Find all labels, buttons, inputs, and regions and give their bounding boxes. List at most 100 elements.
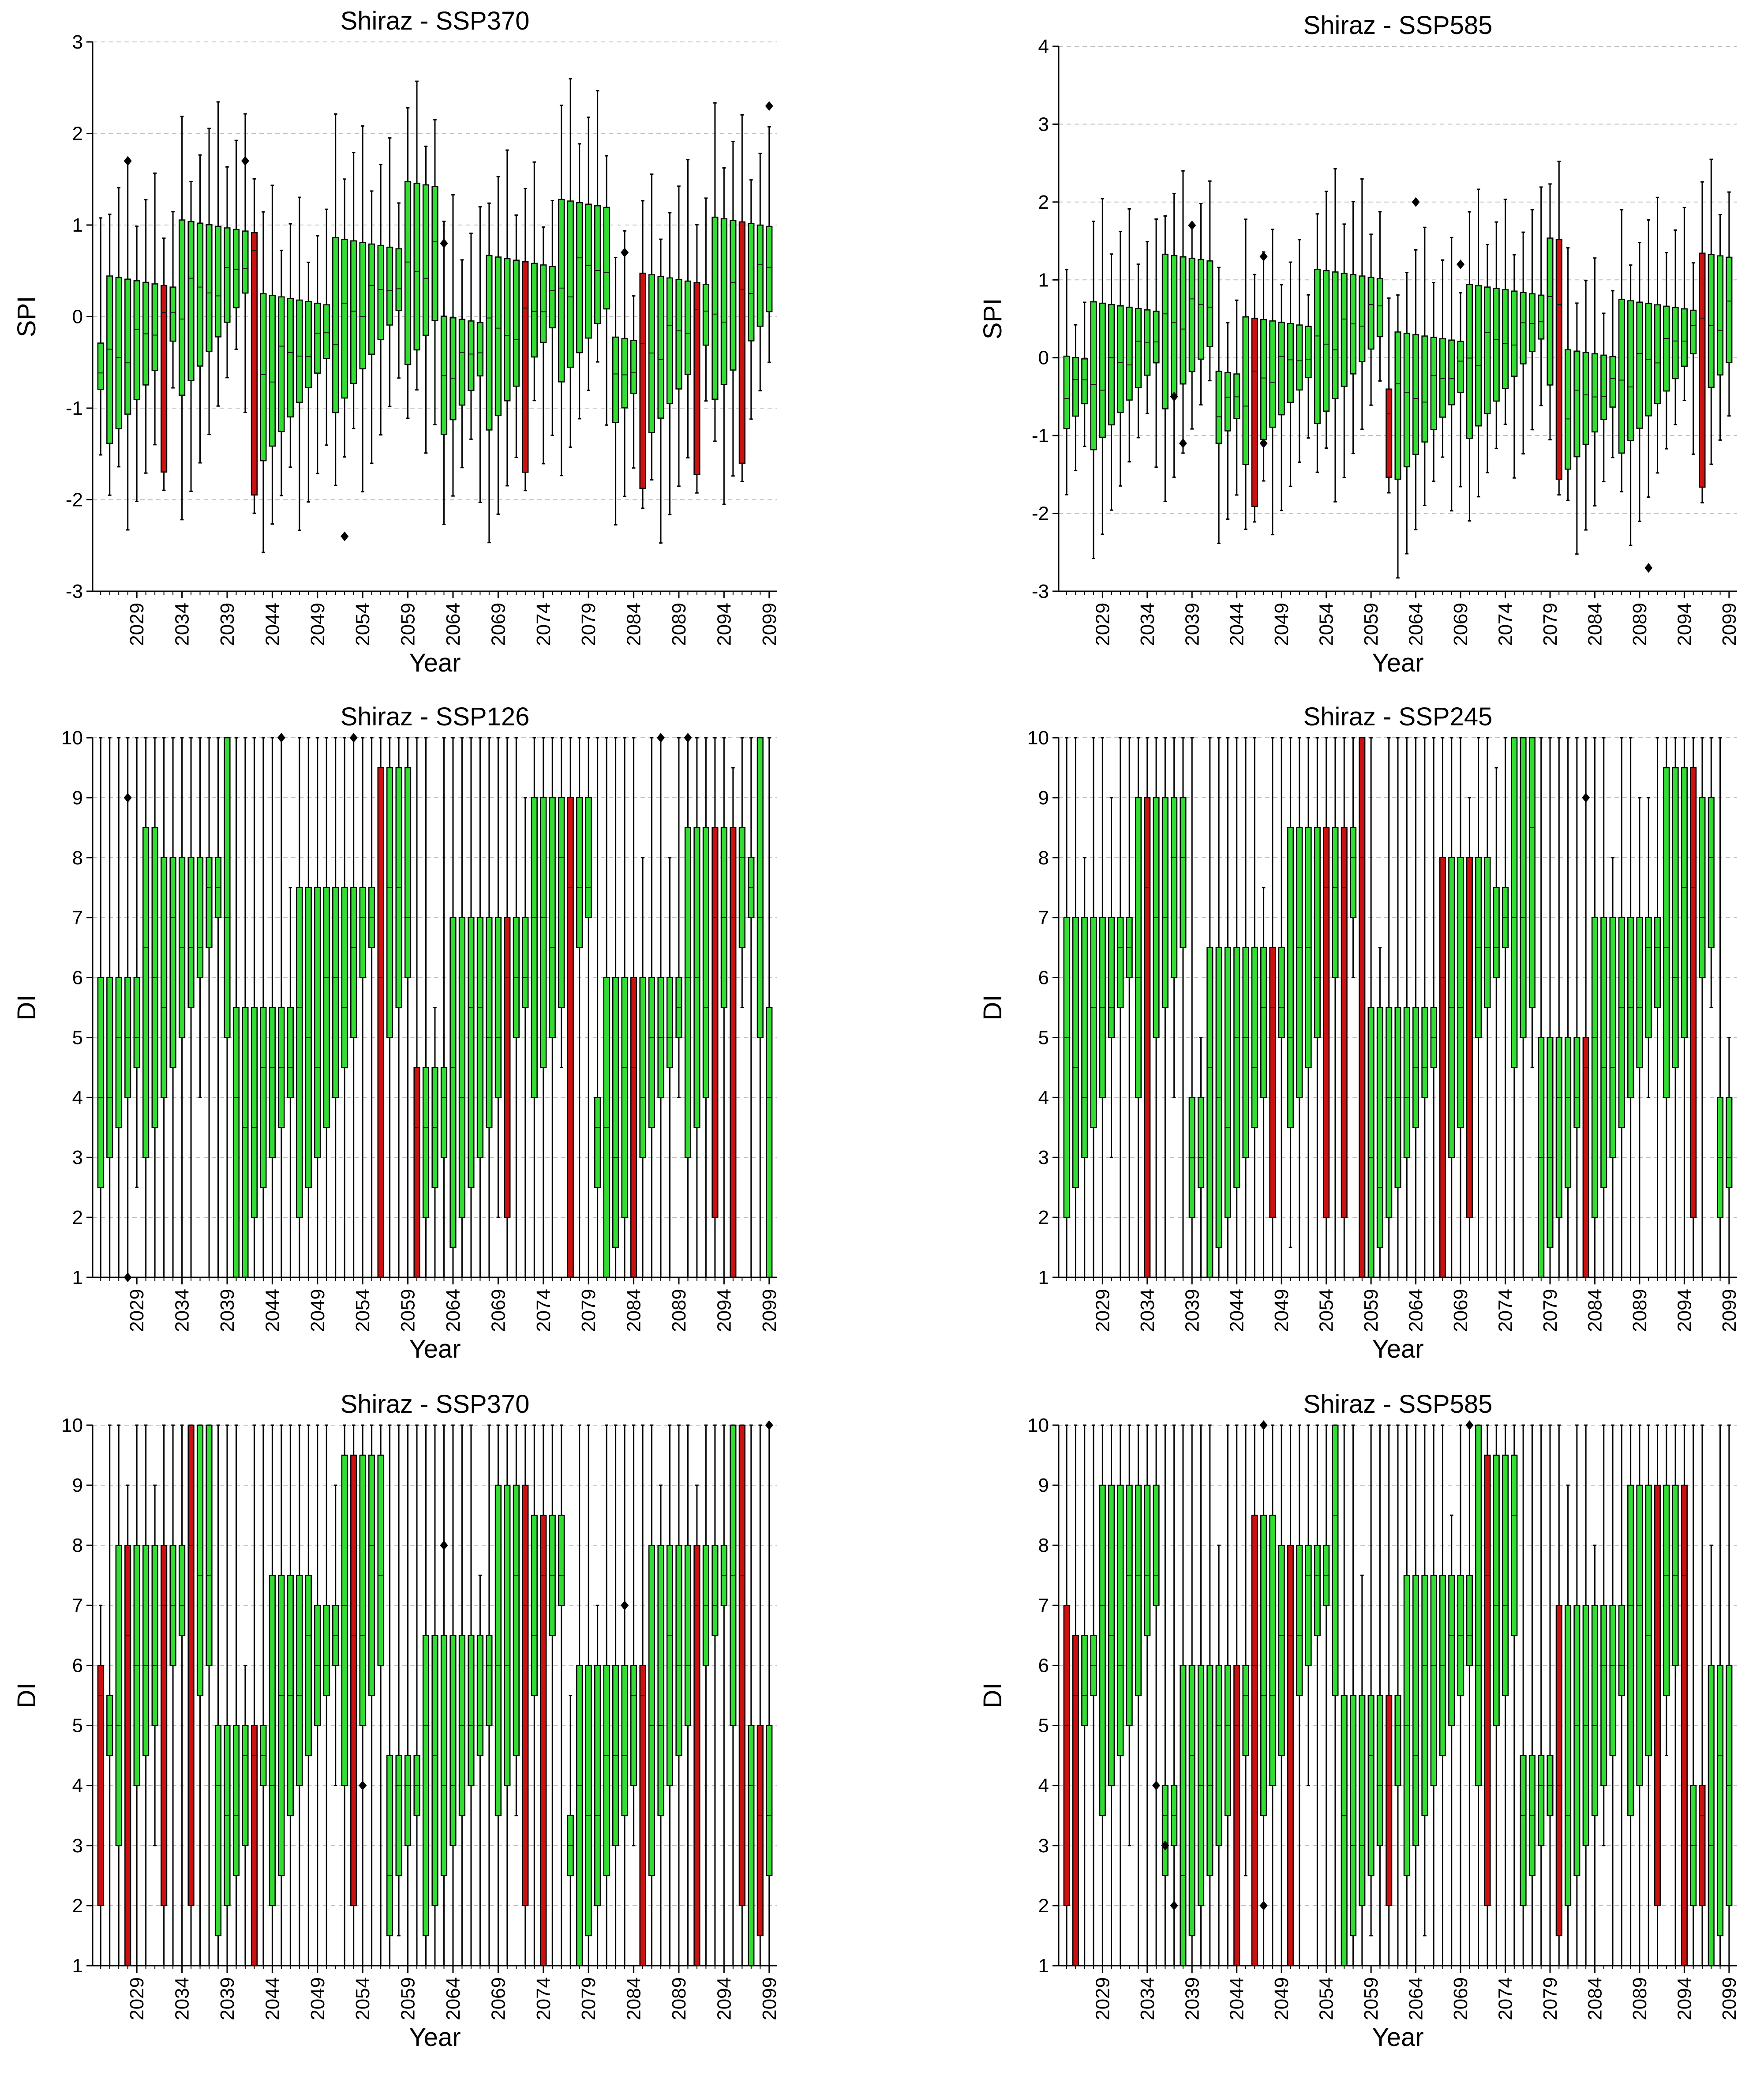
- y-tick-label: 2: [72, 123, 83, 145]
- box-2077: [1528, 737, 1536, 1068]
- outlier-point: [124, 156, 132, 166]
- box-green: [1090, 917, 1097, 1128]
- x-tick-label: 2099: [759, 1977, 780, 2020]
- box-green: [494, 917, 502, 1098]
- box-green: [1663, 767, 1670, 1098]
- box-green: [1565, 349, 1572, 470]
- box-2054: [1323, 737, 1330, 1278]
- box-2081: [603, 737, 610, 1278]
- x-tick-label: 2034: [1137, 1977, 1158, 2020]
- box-green: [494, 256, 502, 416]
- box-red: [693, 282, 700, 475]
- box-2027: [115, 1424, 122, 1967]
- box-green: [1528, 737, 1536, 1008]
- box-green: [630, 1665, 637, 1786]
- x-tick-label: 2039: [1181, 603, 1203, 646]
- box-green: [440, 1067, 448, 1158]
- y-tick-label: 1: [72, 214, 83, 236]
- box-green: [648, 1544, 655, 1877]
- box-green: [468, 1635, 475, 1786]
- box-2064: [1412, 249, 1419, 530]
- box-2050: [323, 737, 330, 1278]
- y-tick-label: -1: [66, 398, 83, 419]
- box-2098: [757, 1424, 764, 1967]
- box-green: [1359, 1695, 1366, 1907]
- box-2076: [1520, 231, 1527, 455]
- box-green: [296, 1575, 303, 1786]
- box-green: [1144, 1484, 1151, 1636]
- box-2057: [1349, 1424, 1357, 1967]
- y-axis-label: DI: [978, 1683, 1007, 1708]
- box-red: [1654, 1484, 1661, 1907]
- box-green: [1305, 326, 1312, 378]
- box-green: [1726, 256, 1733, 363]
- box-2093: [712, 737, 719, 1278]
- outlier-point: [1152, 1780, 1161, 1790]
- box-2053: [350, 152, 357, 429]
- box-2050: [323, 1424, 330, 1967]
- box-green: [187, 857, 195, 1008]
- box-green: [341, 1454, 348, 1786]
- outlier-point: [341, 531, 349, 541]
- box-red: [1072, 1635, 1079, 1967]
- box-2055: [368, 190, 375, 464]
- box-green: [395, 248, 402, 311]
- box-2046: [287, 887, 294, 1278]
- box-red: [413, 1067, 420, 1278]
- x-tick-label: 2099: [759, 603, 780, 646]
- box-2078: [576, 1424, 583, 1967]
- box-green: [585, 203, 592, 339]
- box-green: [224, 737, 231, 1038]
- x-tick-label: 2084: [623, 1289, 645, 1332]
- box-green: [1376, 278, 1383, 338]
- x-tick-label: 2089: [668, 603, 690, 646]
- box-green: [1547, 1037, 1554, 1248]
- box-red: [251, 1725, 258, 1967]
- x-tick-label: 2074: [1495, 1977, 1517, 2020]
- y-axis-label: SPI: [978, 298, 1007, 340]
- box-2030: [142, 737, 150, 1278]
- box-2056: [377, 737, 384, 1278]
- box-2054: [359, 125, 366, 492]
- box-2032: [1126, 1424, 1133, 1847]
- box-green: [1403, 333, 1410, 468]
- box-green: [1161, 1785, 1169, 1877]
- box-green: [242, 1007, 249, 1278]
- box-green: [1278, 322, 1285, 416]
- box-green: [1099, 1484, 1106, 1816]
- x-tick-label: 2029: [1092, 1977, 1113, 2020]
- box-2093: [1672, 229, 1679, 425]
- box-2090: [1645, 1424, 1652, 1967]
- outlier-point: [1179, 438, 1187, 448]
- y-tick-label: 3: [72, 1835, 83, 1857]
- box-green: [1081, 358, 1088, 405]
- y-tick-label: 1: [1038, 1955, 1049, 1977]
- box-2096: [1699, 181, 1706, 503]
- box-2057: [1349, 737, 1357, 979]
- box-2096: [738, 114, 745, 482]
- box-2095: [1690, 737, 1697, 1278]
- box-green: [1484, 857, 1491, 1008]
- outlier-point: [349, 733, 358, 743]
- box-2036: [196, 154, 204, 464]
- box-2051: [332, 1484, 339, 1787]
- box-2068: [1448, 737, 1455, 1278]
- y-tick-label: -2: [66, 489, 83, 511]
- box-green: [458, 319, 466, 406]
- box-2089: [1636, 242, 1643, 522]
- box-2085: [1600, 737, 1607, 1278]
- box-2043: [1224, 737, 1231, 1278]
- box-2036: [196, 737, 204, 1098]
- box-2040: [232, 1424, 240, 1967]
- box-green: [1493, 887, 1500, 978]
- box-2051: [1296, 239, 1303, 463]
- y-tick-label: 1: [72, 1955, 83, 1977]
- box-2048: [305, 261, 312, 503]
- box-2061: [422, 737, 430, 1278]
- box-green: [603, 206, 610, 310]
- box-2035: [187, 1424, 195, 1967]
- box-2092: [1663, 1424, 1670, 1757]
- box-green: [440, 1635, 448, 1877]
- box-green: [269, 1007, 276, 1158]
